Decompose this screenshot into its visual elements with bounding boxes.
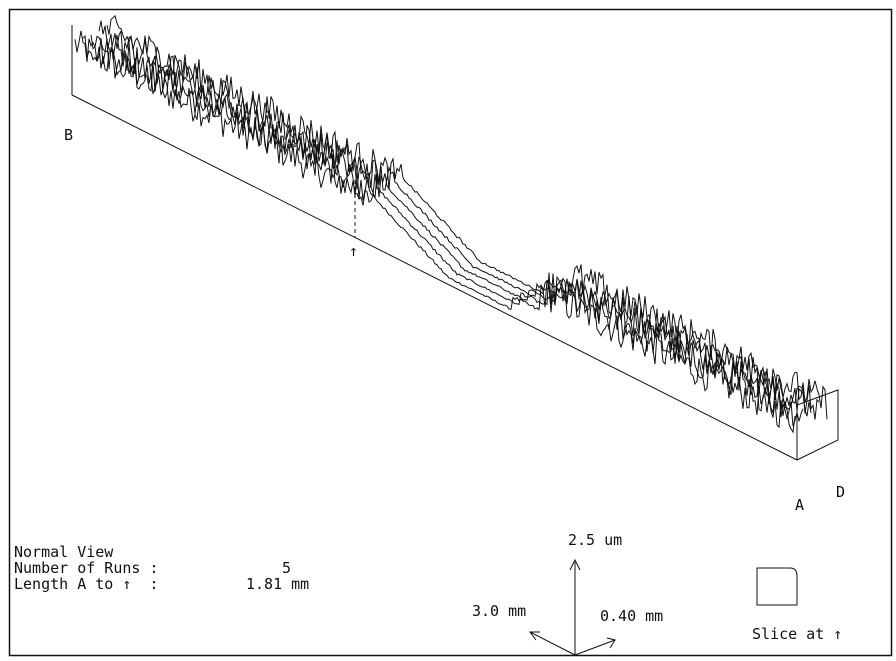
right-face xyxy=(796,389,839,461)
info-text: 5 xyxy=(282,559,291,577)
axis-label: 0.40 mm xyxy=(600,607,663,625)
base-edge xyxy=(71,94,798,461)
slice-marker: ↑ xyxy=(349,242,358,260)
info-text: Length A to ↑ : xyxy=(14,575,159,593)
info-text: Number of Runs : xyxy=(14,559,159,577)
corner-label: A xyxy=(795,496,804,514)
axis-label: 3.0 mm xyxy=(472,602,526,620)
info-text: 1.81 mm xyxy=(246,575,309,593)
axis-label: 2.5 um xyxy=(568,531,622,549)
info-text: Normal View xyxy=(14,543,114,561)
corner-label: D xyxy=(836,483,845,501)
frame xyxy=(8,8,893,657)
axis-glyph xyxy=(529,558,616,656)
profile-run xyxy=(106,14,828,420)
profile-run xyxy=(90,33,812,417)
profile-plot xyxy=(71,14,839,461)
corner-label: B xyxy=(64,126,73,144)
profile-run xyxy=(82,34,804,427)
slice-label: Slice at ↑ xyxy=(752,625,842,643)
slice-icon xyxy=(756,567,798,606)
